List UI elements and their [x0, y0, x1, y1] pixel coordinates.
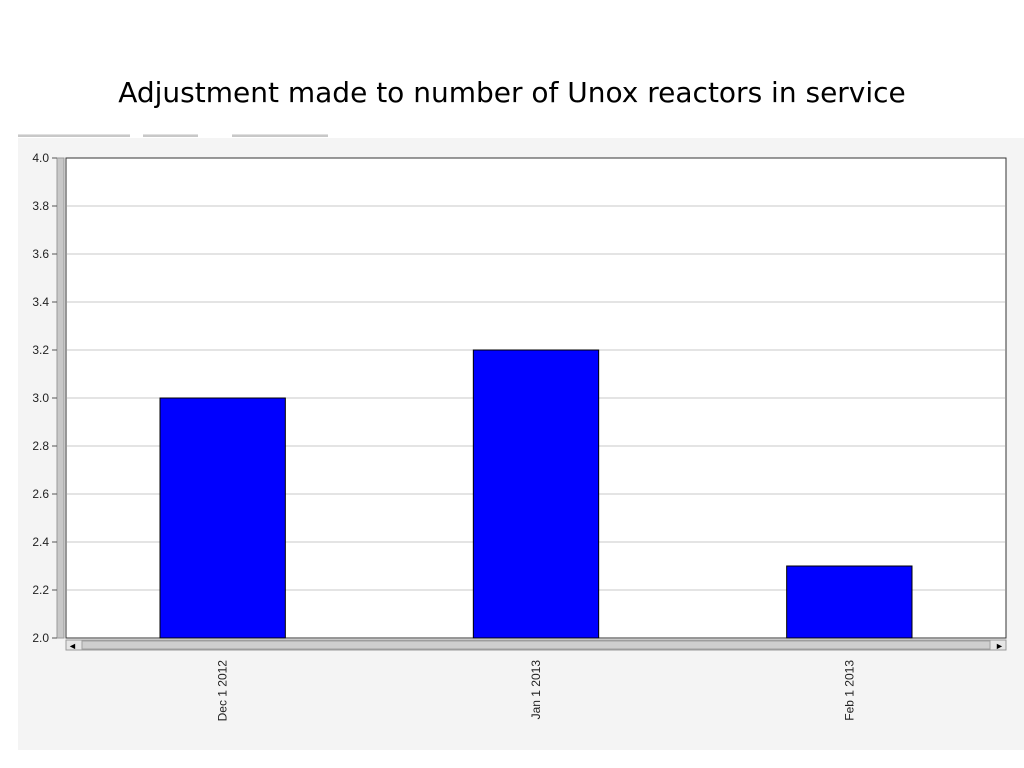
y-tick-label: 2.6 — [32, 487, 49, 501]
scroll-right-icon[interactable]: ► — [995, 641, 1004, 651]
bar — [472, 349, 600, 639]
y-tick-label: 3.6 — [32, 247, 49, 261]
y-tick-label: 2.8 — [32, 439, 49, 453]
panel-tab[interactable] — [143, 134, 198, 137]
horizontal-scrollbar[interactable]: ◄ ► — [65, 639, 1007, 651]
y-tick-label: 3.8 — [32, 199, 49, 213]
x-tick-label: Dec 1 2012 — [216, 660, 230, 722]
vertical-scrollbar[interactable] — [56, 157, 65, 639]
x-tick-label: Jan 1 2013 — [529, 660, 543, 720]
y-tick-label: 3.4 — [32, 295, 49, 309]
y-tick-label: 2.4 — [32, 535, 49, 549]
y-tick-label: 2.2 — [32, 583, 49, 597]
panel-tab[interactable] — [232, 134, 328, 137]
bar — [786, 565, 913, 639]
y-tick-label: 4.0 — [32, 151, 49, 165]
y-tick-label: 3.0 — [32, 391, 49, 405]
panel-tab[interactable] — [18, 134, 130, 137]
scroll-left-icon[interactable]: ◄ — [68, 641, 77, 651]
scrollbar-thumb[interactable] — [81, 640, 991, 650]
y-tick-label: 2.0 — [32, 631, 49, 645]
bar — [159, 397, 286, 639]
x-tick-label: Feb 1 2013 — [842, 660, 856, 721]
slide-title: Adjustment made to number of Unox reacto… — [118, 76, 906, 109]
y-tick-label: 3.2 — [32, 343, 49, 357]
